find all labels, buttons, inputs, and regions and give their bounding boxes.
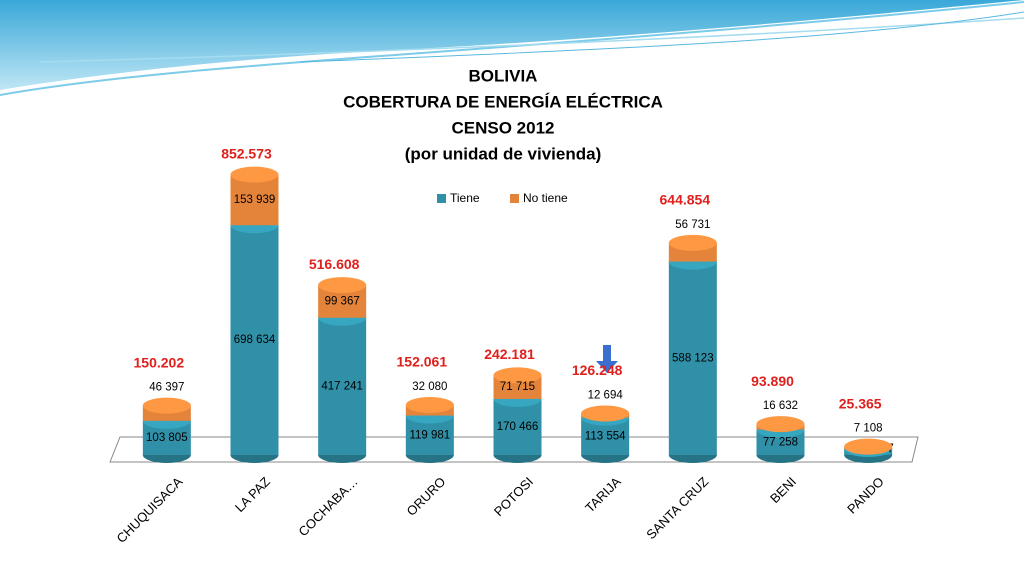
- background-line: [0, 1, 1024, 96]
- bar-segment-cap: [668, 234, 717, 251]
- chart-title: COBERTURA DE ENERGÍA ELÉCTRICA: [343, 92, 663, 111]
- value-label: 698 634: [234, 334, 276, 346]
- x-tick-label: CHUQUISACA: [113, 474, 185, 546]
- bar-segment-cap: [405, 396, 454, 413]
- value-label: 113 554: [585, 430, 626, 442]
- x-tick-label: POTOSI: [491, 474, 536, 519]
- total-label: 126.248: [572, 362, 623, 378]
- chart-title: CENSO 2012: [452, 118, 555, 137]
- bar-segment: [230, 174, 279, 226]
- bar-segment: [493, 398, 542, 455]
- bar-segment-cap: [142, 397, 191, 414]
- value-label: 56 731: [675, 219, 710, 231]
- total-label: 852.573: [221, 145, 272, 161]
- total-label: 93.890: [751, 373, 794, 389]
- x-tick-label: PANDO: [844, 474, 887, 517]
- total-label: 516.608: [309, 256, 360, 272]
- x-tick-label: LA PAZ: [232, 474, 273, 515]
- value-label: 103 805: [146, 432, 188, 444]
- background-wave: [0, 0, 1024, 90]
- chart-title: (por unidad de vivienda): [405, 144, 601, 163]
- bar-segment: [668, 261, 717, 455]
- bar-segment: [230, 225, 279, 455]
- bar-segment: [318, 317, 367, 455]
- legend-swatch: [510, 194, 519, 203]
- total-label: 25.365: [839, 395, 882, 411]
- value-label: 77 258: [763, 436, 798, 448]
- value-label: 119 981: [409, 429, 450, 441]
- bar-segment-cap: [318, 277, 367, 294]
- total-label: 242.181: [484, 346, 535, 362]
- legend-swatch: [437, 194, 446, 203]
- value-label: 588 123: [672, 352, 714, 364]
- value-label: 16 632: [763, 400, 798, 412]
- plot: 103 805 46 397 150.202 CHUQUISACA 698 634 153…: [113, 145, 893, 546]
- value-label: 32 080: [412, 381, 447, 393]
- chart-title: BOLIVIA: [469, 66, 538, 85]
- bar-segment-cap: [493, 367, 542, 384]
- x-tick-label: ORURO: [404, 474, 449, 519]
- value-label: 170 466: [497, 421, 539, 433]
- total-label: 644.854: [660, 192, 711, 208]
- arrow-icon: [596, 345, 618, 373]
- x-tick-label: TARIJA: [582, 474, 624, 516]
- value-label: 71 715: [500, 381, 535, 393]
- x-tick-label: COCHABA…: [295, 474, 360, 539]
- total-label: 152.061: [397, 354, 448, 370]
- value-label: 417 241: [321, 380, 363, 392]
- legend-label: Tiene: [450, 191, 480, 205]
- value-label: 153 939: [234, 194, 276, 206]
- bar-segment-cap: [756, 416, 805, 433]
- value-label: 12 694: [588, 390, 624, 402]
- value-label: 99 367: [325, 295, 360, 307]
- bar-segment-cap: [581, 405, 630, 422]
- background-line: [299, 11, 1024, 63]
- x-tick-label: SANTA CRUZ: [643, 474, 711, 542]
- value-label: 7 108: [854, 423, 883, 435]
- bar-segment-cap: [230, 166, 279, 183]
- x-tick-label: BENI: [767, 474, 799, 506]
- legend-label: No tiene: [523, 191, 568, 205]
- total-label: 150.202: [134, 354, 185, 370]
- bar-segment-cap: [844, 438, 893, 455]
- background-line: [39, 17, 1024, 63]
- title-group: BOLIVIA COBERTURA DE ENERGÍA ELÉCTRICA CEN…: [343, 66, 663, 163]
- value-label: 46 397: [149, 382, 184, 394]
